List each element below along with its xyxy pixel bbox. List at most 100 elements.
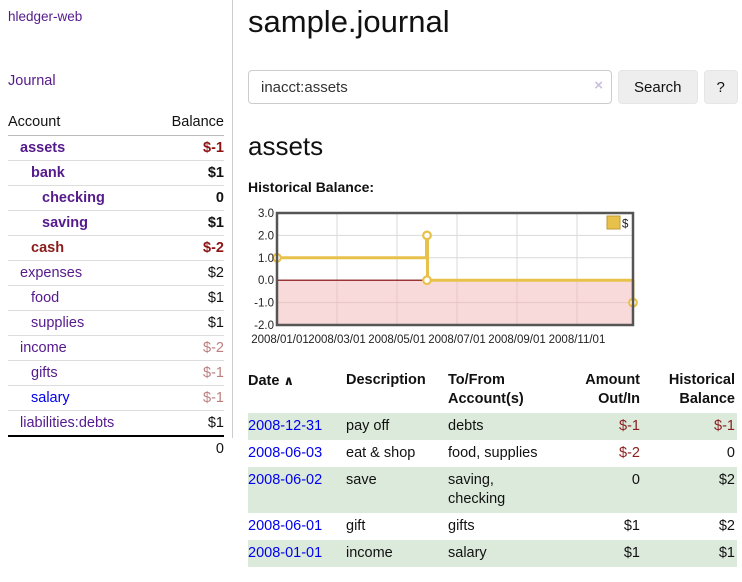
- account-balance: $-1: [152, 385, 224, 411]
- transaction-description: pay off: [346, 418, 390, 434]
- legend-swatch-icon: [606, 215, 621, 230]
- page-title: sample.journal: [248, 4, 450, 39]
- search-button[interactable]: Search: [618, 70, 698, 104]
- app-title-link[interactable]: hledger-web: [8, 9, 83, 24]
- transaction-amount: $-1: [619, 418, 640, 434]
- help-button[interactable]: ?: [703, 70, 738, 104]
- account-balance: $2: [152, 260, 224, 286]
- description-column-header: Description: [346, 372, 426, 388]
- account-row-assets: assets $-1: [8, 135, 224, 161]
- account-row-checking: checking 0: [8, 185, 224, 211]
- transaction-amount: $1: [623, 518, 640, 534]
- account-balance: $-2: [152, 335, 224, 361]
- y-axis-labels: 3.0 2.0 1.0 0.0 -1.0 -2.0: [254, 208, 274, 332]
- transaction-row: 2008-06-01 gift gifts $1 $2: [248, 513, 737, 540]
- transaction-accounts: salary: [448, 545, 487, 561]
- accounts-total-row: 0: [8, 435, 224, 461]
- account-link-salary[interactable]: salary: [31, 390, 70, 406]
- transaction-accounts: debts: [448, 418, 484, 434]
- account-row-saving: saving $1: [8, 210, 224, 236]
- accounts-total-value: 0: [152, 435, 224, 461]
- account-row-salary: salary $-1: [8, 385, 224, 411]
- balance-col-header: Balance: [152, 110, 224, 136]
- accounts-column-header: To/From Account(s): [448, 367, 566, 413]
- transaction-accounts: food, supplies: [448, 445, 538, 461]
- search-input[interactable]: [248, 70, 612, 104]
- account-link-liabilities-debts[interactable]: liabilities:debts: [20, 415, 115, 431]
- amount-header-line1: Amount: [585, 372, 640, 388]
- account-link-expenses[interactable]: expenses: [20, 265, 83, 281]
- account-link-bank[interactable]: bank: [31, 165, 65, 181]
- negative-region-gridlines: [277, 280, 633, 325]
- account-link-income[interactable]: income: [20, 340, 67, 356]
- chart-gridlines: [277, 213, 633, 281]
- x-axis-labels: 2008/01/01 2008/03/01 2008/05/01 2008/07…: [251, 334, 605, 346]
- amount-column-header: Amount Out/In: [566, 367, 642, 413]
- accounts-header-row: Account Balance: [8, 110, 224, 136]
- chart-legend: $: [606, 215, 629, 231]
- transaction-amount: $1: [623, 545, 640, 561]
- account-row-gifts: gifts $-1: [8, 360, 224, 386]
- account-link-cash[interactable]: cash: [31, 240, 65, 256]
- clear-search-icon[interactable]: ×: [594, 77, 603, 94]
- transaction-description: income: [346, 545, 393, 561]
- transaction-balance: $-1: [714, 418, 735, 434]
- account-row-food: food $1: [8, 285, 224, 311]
- legend-label: $: [622, 219, 629, 231]
- account-heading: assets: [248, 131, 324, 161]
- account-row-bank: bank $1: [8, 160, 224, 186]
- account-balance: $-2: [152, 235, 224, 261]
- transaction-balance: $2: [718, 518, 735, 534]
- main-content: sample.journal × Search ? assets Histori…: [248, 0, 742, 567]
- y-tick: 3.0: [258, 208, 274, 220]
- search-form: × Search ?: [248, 70, 742, 104]
- date-column-header[interactable]: Date ∧: [248, 367, 346, 413]
- sidebar: hledger-web Journal Account Balance asse…: [0, 0, 233, 461]
- accounts-table: Account Balance assets $-1 bank $1 check…: [8, 110, 224, 461]
- transaction-balance: 0: [726, 445, 735, 461]
- y-tick: -2.0: [254, 320, 274, 332]
- x-tick: 2008/03/01: [308, 334, 366, 346]
- transaction-date-link[interactable]: 2008-12-31: [248, 418, 323, 434]
- account-link-supplies[interactable]: supplies: [31, 315, 85, 331]
- x-tick: 2008/05/01: [368, 334, 426, 346]
- account-link-gifts[interactable]: gifts: [31, 365, 58, 381]
- transaction-amount: 0: [631, 472, 640, 488]
- historical-balance-chart: $ 3.0 2.0 1.0 0.0 -1.0 -2.0 2008/01/01 2…: [251, 208, 638, 346]
- transaction-accounts: gifts: [448, 518, 475, 534]
- transaction-amount: $-2: [619, 445, 640, 461]
- register-table: Date ∧ Description To/From Account(s) Amo…: [248, 367, 737, 567]
- account-row-expenses: expenses $2: [8, 260, 224, 286]
- account-link-saving[interactable]: saving: [42, 215, 88, 231]
- transaction-date-link[interactable]: 2008-06-02: [248, 472, 323, 488]
- transaction-balance: $2: [718, 472, 735, 488]
- accounts-header-line1: To/From: [448, 372, 505, 388]
- transaction-description: save: [346, 472, 377, 488]
- account-balance: $1: [152, 285, 224, 311]
- amount-header-line2: Out/In: [598, 391, 640, 407]
- y-tick: -1.0: [254, 298, 274, 310]
- account-link-assets[interactable]: assets: [20, 140, 66, 156]
- transaction-date-link[interactable]: 2008-06-01: [248, 518, 323, 534]
- balance-header-line1: Historical: [668, 372, 735, 388]
- transaction-date-link[interactable]: 2008-01-01: [248, 545, 323, 561]
- transaction-description: eat & shop: [346, 445, 416, 461]
- x-tick: 2008/07/01: [428, 334, 486, 346]
- account-row-liabilities-debts: liabilities:debts $1: [8, 410, 224, 437]
- transaction-row: 2008-06-02 save saving, checking 0 $2: [248, 467, 737, 513]
- sidebar-item-journal[interactable]: Journal: [8, 73, 56, 89]
- accounts-col-header: Account: [8, 110, 153, 136]
- transaction-date-link[interactable]: 2008-06-03: [248, 445, 323, 461]
- account-balance: $-1: [152, 360, 224, 386]
- x-tick: 2008/01/01: [251, 334, 309, 346]
- account-link-food[interactable]: food: [31, 290, 60, 306]
- account-balance: $1: [152, 410, 224, 437]
- transaction-accounts: saving, checking: [448, 472, 506, 507]
- account-balance: $-1: [152, 135, 224, 161]
- account-row-supplies: supplies $1: [8, 310, 224, 336]
- transaction-balance: $1: [718, 545, 735, 561]
- y-tick: 2.0: [258, 230, 274, 242]
- transaction-description: gift: [346, 518, 366, 534]
- accounts-header-line2: Account(s): [448, 391, 524, 407]
- account-link-checking[interactable]: checking: [42, 190, 105, 206]
